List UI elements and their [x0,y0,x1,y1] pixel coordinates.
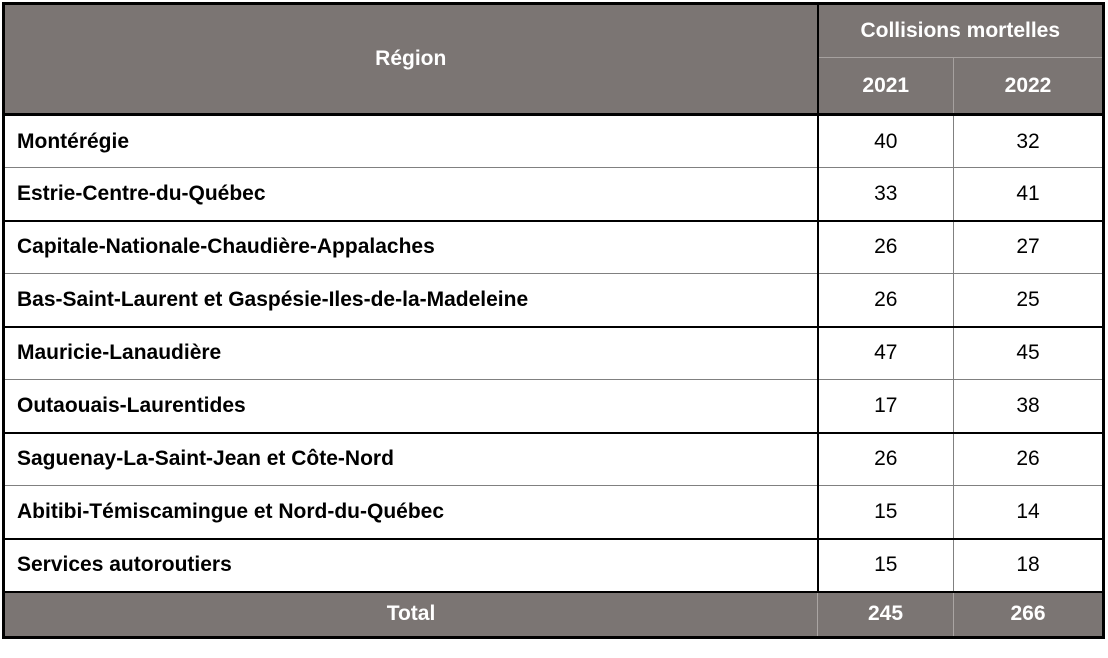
region-cell: Outaouais-Laurentides [3,379,819,434]
value-2022-cell: 41 [953,167,1104,222]
column-header-2021: 2021 [817,57,954,116]
region-cell: Estrie-Centre-du-Québec [3,167,819,222]
total-2022-cell: 266 [953,590,1104,638]
region-cell: Services autoroutiers [3,538,819,592]
value-2021-cell: 26 [817,432,954,486]
page: Région Collisions mortelles 2021 2022 Mo… [2,2,1105,639]
region-cell: Montérégie [3,114,819,168]
total-label: Total [3,590,818,638]
table-row: Montérégie 40 32 [3,114,1104,168]
table-row: Mauricie-Lanaudière 47 45 [3,326,1104,380]
table-row: Services autoroutiers 15 18 [3,538,1104,592]
value-2021-cell: 15 [817,485,954,540]
value-2022-cell: 26 [953,432,1104,486]
table-row: Abitibi-Témiscamingue et Nord-du-Québec … [3,485,1104,540]
value-2022-cell: 14 [953,485,1104,540]
region-cell: Abitibi-Témiscamingue et Nord-du-Québec [3,485,819,540]
table-row: Estrie-Centre-du-Québec 33 41 [3,167,1104,222]
collisions-table: Région Collisions mortelles 2021 2022 Mo… [2,2,1105,639]
column-group-header-collisions-mortelles: Collisions mortelles [817,3,1104,58]
value-2022-cell: 32 [953,114,1104,168]
value-2021-cell: 47 [817,326,954,380]
table-row: Bas-Saint-Laurent et Gaspésie-Iles-de-la… [3,273,1104,328]
value-2022-cell: 38 [953,379,1104,434]
table-row: Capitale-Nationale-Chaudière-Appalaches … [3,220,1104,274]
value-2022-cell: 45 [953,326,1104,380]
table-row: Outaouais-Laurentides 17 38 [3,379,1104,434]
value-2021-cell: 33 [817,167,954,222]
value-2021-cell: 26 [817,273,954,328]
table-row: Saguenay-La-Saint-Jean et Côte-Nord 26 2… [3,432,1104,486]
value-2022-cell: 18 [953,538,1104,592]
table-footer: Total 245 266 [3,590,1104,638]
region-cell: Saguenay-La-Saint-Jean et Côte-Nord [3,432,819,486]
column-header-region: Région [3,3,819,116]
table-body: Montérégie 40 32 Estrie-Centre-du-Québec… [3,114,1104,592]
value-2022-cell: 25 [953,273,1104,328]
total-row: Total 245 266 [3,590,1104,638]
value-2021-cell: 17 [817,379,954,434]
total-2021-cell: 245 [817,590,954,638]
region-cell: Bas-Saint-Laurent et Gaspésie-Iles-de-la… [3,273,819,328]
table-header: Région Collisions mortelles 2021 2022 [3,3,1104,116]
column-header-2022: 2022 [953,57,1104,116]
region-cell: Mauricie-Lanaudière [3,326,819,380]
value-2021-cell: 15 [817,538,954,592]
value-2021-cell: 26 [817,220,954,274]
value-2021-cell: 40 [817,114,954,168]
region-cell: Capitale-Nationale-Chaudière-Appalaches [3,220,819,274]
value-2022-cell: 27 [953,220,1104,274]
